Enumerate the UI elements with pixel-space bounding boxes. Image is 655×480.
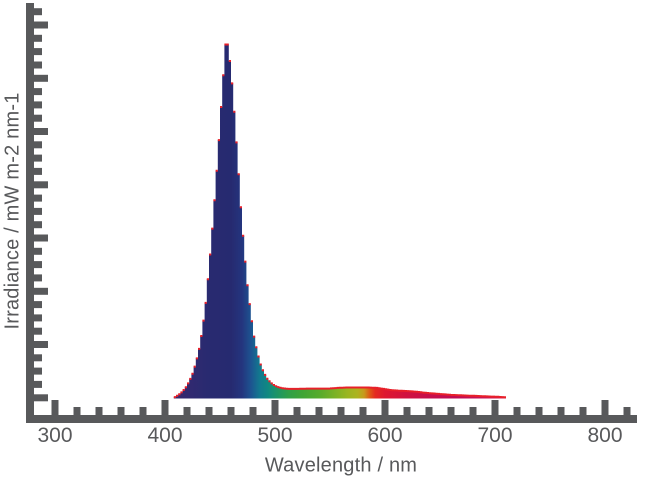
x-minor-tick (425, 407, 433, 415)
x-minor-tick (73, 407, 81, 415)
x-minor-tick (205, 407, 213, 415)
y-major-tick (34, 128, 48, 135)
x-minor-tick (117, 407, 125, 415)
x-minor-tick (403, 407, 411, 415)
x-major-tick (51, 400, 59, 415)
x-axis-line (26, 415, 637, 423)
y-minor-tick (34, 247, 42, 255)
y-minor-tick (34, 141, 42, 149)
x-minor-tick (513, 407, 521, 415)
y-minor-tick (34, 34, 42, 42)
x-major-tick (381, 400, 389, 415)
x-minor-tick (337, 407, 345, 415)
y-minor-tick (34, 114, 42, 122)
spectrum-outline (173, 43, 506, 399)
x-major-tick (601, 400, 609, 415)
x-minor-tick (249, 407, 257, 415)
x-minor-tick (359, 407, 367, 415)
x-tick-label: 500 (257, 424, 293, 447)
x-minor-tick (579, 407, 587, 415)
y-minor-tick (34, 327, 42, 335)
y-minor-tick (34, 154, 42, 162)
x-minor-tick (623, 407, 631, 415)
x-tick-label: 400 (147, 424, 183, 447)
x-minor-tick (183, 407, 191, 415)
y-major-tick (34, 21, 48, 29)
x-tick-label: 600 (367, 424, 403, 447)
y-axis-label: Irradiance / mW m-2 nm-1 (1, 92, 24, 330)
y-minor-tick (34, 8, 42, 16)
x-minor-tick (227, 407, 235, 415)
y-axis-line (26, 3, 34, 423)
x-minor-tick (469, 407, 477, 415)
y-major-tick (34, 181, 48, 189)
y-minor-tick (34, 367, 42, 375)
x-minor-tick (557, 407, 565, 415)
y-major-tick (34, 234, 48, 242)
y-minor-tick (34, 194, 42, 202)
y-minor-tick (34, 48, 42, 56)
y-minor-tick (34, 61, 42, 69)
x-major-tick (491, 400, 499, 415)
x-tick-label: 300 (37, 424, 73, 447)
y-major-tick (34, 287, 48, 295)
y-minor-tick (34, 221, 42, 229)
x-tick-label: 700 (477, 424, 513, 447)
y-minor-tick (34, 380, 42, 388)
y-major-tick (34, 74, 48, 82)
x-minor-tick (447, 407, 455, 415)
x-minor-tick (293, 407, 301, 415)
y-minor-tick (34, 354, 42, 362)
y-minor-tick (34, 314, 42, 322)
y-minor-tick (34, 88, 42, 96)
x-axis-label: Wavelength / nm (264, 454, 418, 477)
y-minor-tick (34, 101, 42, 109)
y-major-tick (34, 394, 48, 402)
x-minor-tick (535, 407, 543, 415)
y-minor-tick (34, 301, 42, 309)
y-minor-tick (34, 207, 42, 215)
x-minor-tick (315, 407, 323, 415)
y-minor-tick (34, 167, 42, 175)
spectrum-fill (173, 44, 507, 399)
y-minor-tick (34, 261, 42, 269)
y-minor-tick (34, 274, 42, 282)
x-tick-label: 800 (587, 424, 623, 447)
x-minor-tick (95, 407, 103, 415)
x-major-tick (161, 400, 169, 415)
y-major-tick (34, 341, 48, 348)
x-major-tick (271, 400, 279, 415)
x-minor-tick (139, 407, 147, 415)
